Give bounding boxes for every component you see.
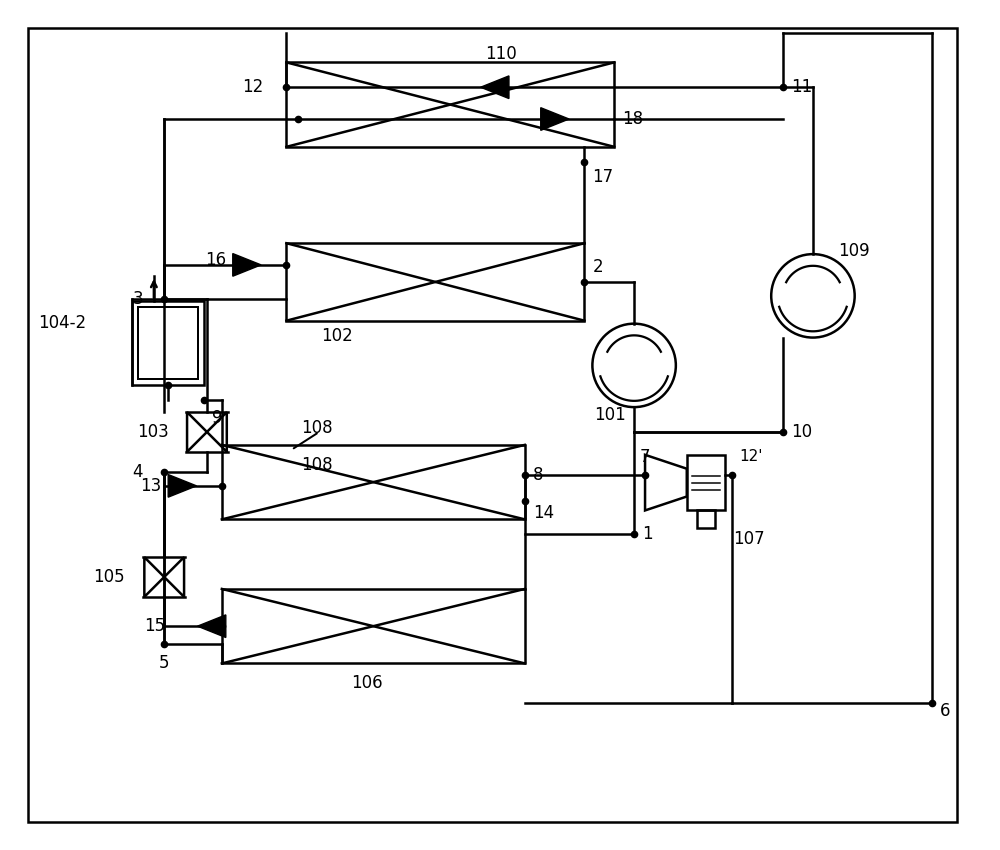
Text: 5: 5 — [159, 654, 170, 672]
Text: 107: 107 — [733, 530, 765, 548]
Text: 108: 108 — [301, 419, 333, 437]
Bar — [286, 243, 584, 320]
Text: 110: 110 — [485, 45, 517, 64]
Text: 10: 10 — [791, 423, 812, 441]
Text: 102: 102 — [321, 326, 353, 344]
Text: 8: 8 — [533, 466, 543, 484]
Bar — [138, 307, 198, 379]
Polygon shape — [481, 76, 509, 99]
Text: 109: 109 — [838, 242, 869, 260]
Text: 108: 108 — [301, 456, 333, 473]
Text: 3: 3 — [132, 290, 143, 308]
Text: 12': 12' — [739, 450, 763, 464]
Polygon shape — [541, 108, 569, 130]
Text: 12: 12 — [242, 78, 263, 96]
Bar — [222, 589, 525, 664]
Text: 9: 9 — [212, 409, 222, 427]
Text: 1: 1 — [642, 525, 653, 543]
Text: 17: 17 — [592, 167, 614, 185]
Text: 16: 16 — [205, 251, 226, 269]
Bar — [222, 445, 525, 519]
Text: 7: 7 — [640, 448, 651, 466]
Text: 15: 15 — [144, 617, 165, 635]
Text: 104-2: 104-2 — [38, 314, 86, 332]
Text: 2: 2 — [592, 258, 603, 276]
Polygon shape — [168, 474, 196, 497]
Text: 14: 14 — [533, 504, 554, 522]
Polygon shape — [233, 253, 261, 276]
Text: 6: 6 — [940, 702, 951, 720]
Bar — [132, 301, 204, 385]
Text: 103: 103 — [137, 423, 169, 441]
Text: 105: 105 — [93, 568, 124, 586]
Text: 13: 13 — [140, 477, 162, 495]
Bar — [687, 455, 725, 511]
Text: 4: 4 — [132, 462, 143, 481]
Text: 101: 101 — [594, 406, 626, 424]
Bar — [697, 511, 715, 529]
Text: 18: 18 — [622, 110, 643, 128]
Bar — [286, 62, 614, 147]
Text: 11: 11 — [791, 78, 812, 96]
Polygon shape — [197, 615, 226, 638]
Text: 106: 106 — [351, 674, 383, 692]
